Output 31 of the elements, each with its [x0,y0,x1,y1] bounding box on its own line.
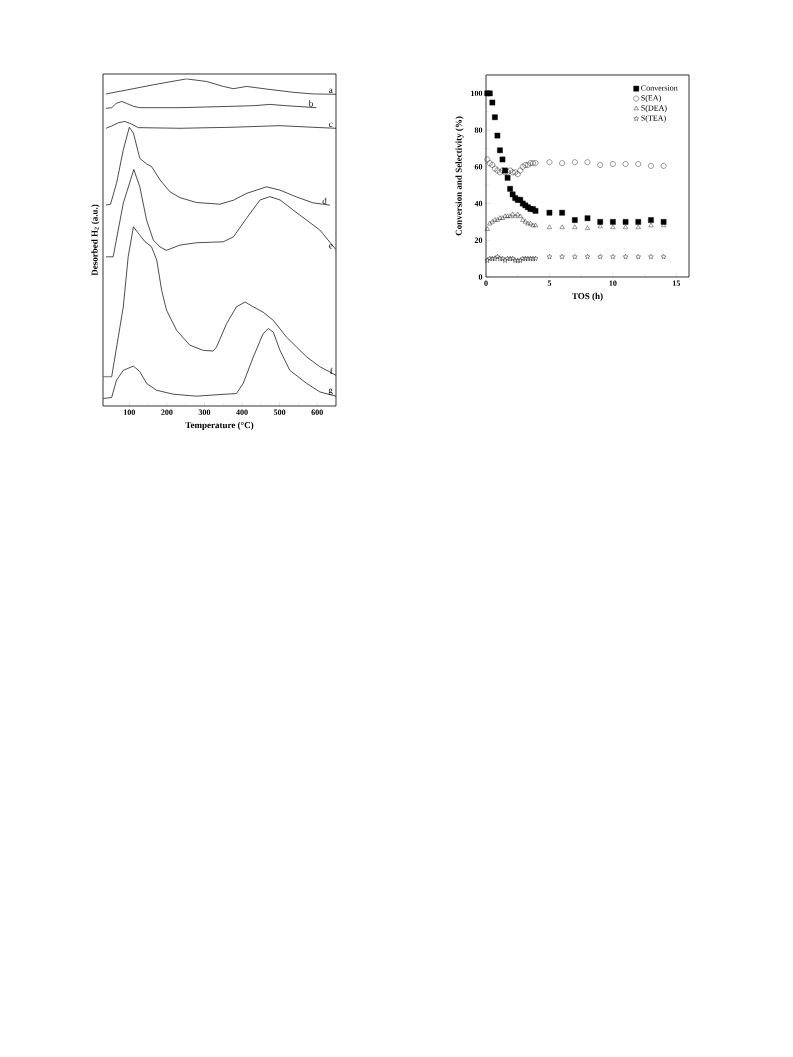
x-tick-label: 300 [198,409,211,415]
x-tick-label: 15 [672,280,681,286]
series-label: a [329,88,333,94]
x-tick-label: 5 [547,280,552,286]
series-label: d [322,197,327,204]
series-label: b [308,100,313,107]
x-tick-label: 200 [161,409,173,415]
x-tick-label: 100 [123,409,136,415]
x-tick-label: 10 [609,280,617,286]
series-label: f [330,367,333,375]
x-tick-label: 500 [273,409,286,415]
x-tick-label: 0 [484,280,488,286]
x-axis-title: TOS (h) [572,292,603,301]
series-label: g [328,388,333,395]
y-axis-title: Conversion and Selectivity (%) [455,116,464,236]
y-tick-label: 20 [474,237,483,243]
series-label: c [329,122,333,128]
legend-label: S(TEA) [641,115,666,123]
series-label: e [329,244,333,249]
x-axis-title: Temperature (°C) [185,421,254,430]
legend-label: S(EA) [641,95,661,103]
x-tick-label: 400 [236,409,248,415]
y-tick-label: 80 [474,127,483,133]
y-tick-label: 60 [474,164,483,170]
x-tick-label: 600 [311,409,323,415]
y-tick-label: 100 [471,90,483,97]
y-tick-label: 0 [478,274,483,280]
legend-label: S(DEA) [641,105,667,113]
legend-label: Conversion [641,85,678,91]
y-tick-label: 40 [474,200,483,207]
y-axis-title: Desorbed H$_{2}$ (a.u.) [91,204,100,276]
